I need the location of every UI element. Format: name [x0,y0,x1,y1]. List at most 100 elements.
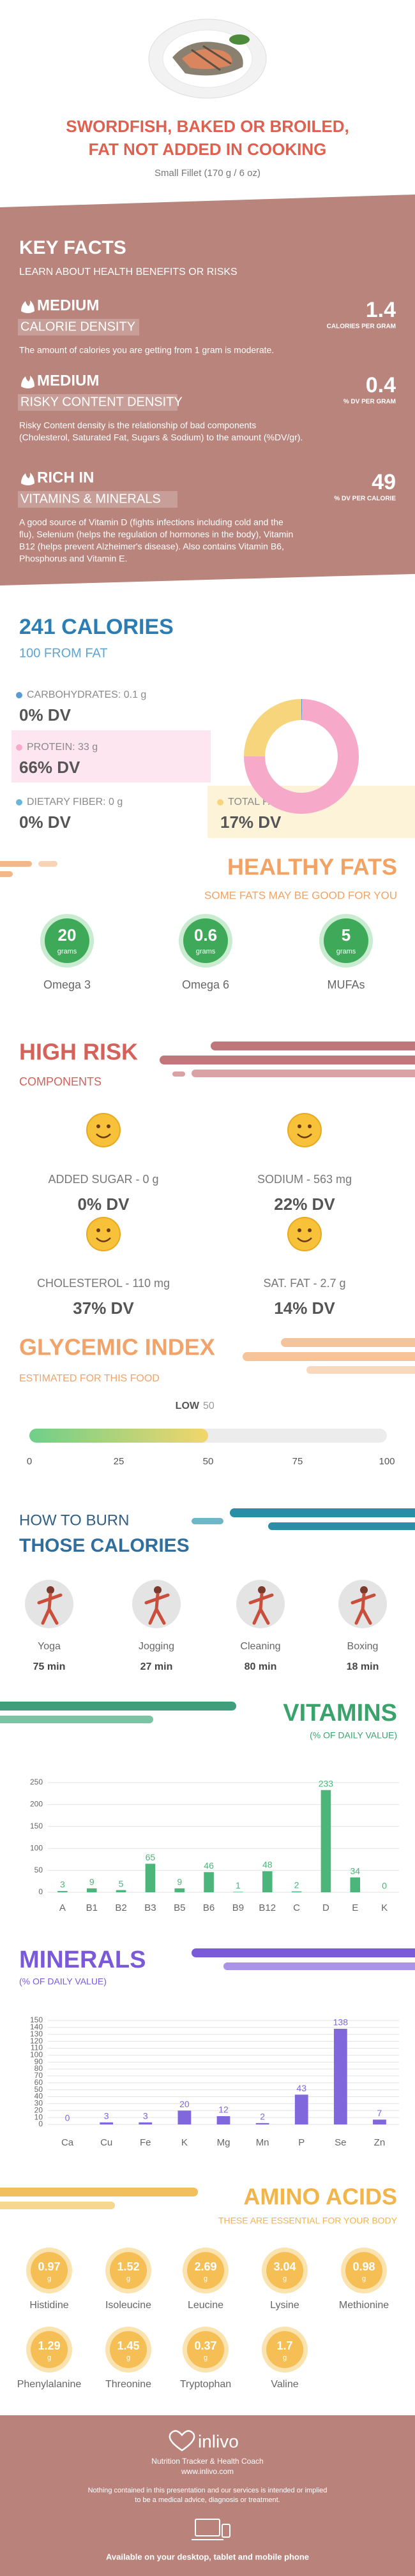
smiley-mouth [297,1237,312,1242]
amino-name: Phenylalanine [17,2379,82,2390]
activity-time: 18 min [347,1661,379,1672]
decor-stripes [192,1948,415,1970]
value-label: 20 [179,2099,190,2109]
value-label: 3 [60,1880,65,1890]
amino-circle [110,2331,147,2368]
fact-icon [21,473,34,485]
value-label: 48 [262,1860,273,1870]
x-tick-label: Fe [140,2137,151,2148]
x-tick-label: B3 [144,1903,156,1913]
risk-label: CHOLESTEROL - 110 mg [37,1277,170,1290]
y-tick-label: 110 [31,2043,43,2052]
bar [321,1790,331,1892]
nutrient-label: CARBOHYDRATES: 0.1 g [27,689,146,700]
y-tick-label: 20 [34,2105,43,2114]
fact-name-bg [18,491,177,508]
fat-unit: grams [196,948,216,955]
nutrient-bg [11,730,211,783]
value-label: 2 [260,2112,265,2122]
y-tick-label: 150 [30,2015,43,2024]
section-subtitle: COMPONENTS [19,1075,102,1088]
value-label: 7 [377,2108,382,2118]
legend-dot [217,799,223,806]
section-title: 241 CALORIES [19,615,174,639]
fact-icon [21,300,34,313]
section-subtitle: THESE ARE ESSENTIAL FOR YOUR BODY [218,2216,398,2226]
y-tick-label: 50 [34,1866,43,1874]
bar [294,2094,308,2124]
y-tick-label: 70 [34,2071,43,2080]
amino-value: 1.29 [38,2339,60,2352]
amino-unit: g [204,2275,207,2283]
legend-dot [16,692,22,698]
gi-level: LOW [176,1401,200,1411]
amino-circle [266,2331,303,2368]
value-label: 34 [350,1866,360,1876]
activity-time: 27 min [140,1661,173,1672]
x-tick-label: B2 [115,1903,126,1913]
fat-value: 0.6 [194,925,217,945]
amino-name: Methionine [339,2300,389,2311]
legend-dot [16,744,22,751]
smiley-mouth [297,1133,312,1138]
value-label: 65 [146,1852,156,1862]
x-tick-label: B12 [259,1903,276,1913]
fact-text: (Cholesterol, Saturated Fat, Sugars & So… [19,432,303,443]
value-label: 138 [333,2017,349,2028]
fact-name-bg [18,394,177,411]
bar [100,2122,114,2124]
bar [262,1871,273,1892]
smiley-eye [298,1228,301,1232]
x-tick-label: C [293,1903,300,1913]
fact-unit: % DV PER CALORIE [334,496,396,503]
section-subtitle: (% OF DAILY VALUE) [19,1976,107,1987]
bar [86,1888,97,1892]
amino-circle [31,2331,68,2368]
risk-label: SODIUM - 563 mg [257,1173,352,1186]
fat-value: 20 [58,925,77,945]
x-tick-label: Se [335,2137,346,2148]
section-title: GLYCEMIC INDEX [19,1334,215,1360]
logo-icon [169,2430,195,2452]
fact-text: Risky Content density is the relationshi… [19,420,256,431]
fact-text: A good source of Vitamin D (fights infec… [19,517,283,527]
risk-label: ADDED SUGAR - 0 g [48,1173,158,1186]
risk-dv: 37% DV [73,1299,134,1318]
y-tick-label: 0 [38,1887,43,1896]
smiley-eye [107,1228,110,1232]
value-label: 2 [294,1880,299,1890]
amino-circle [187,2331,224,2368]
bar [350,1877,361,1892]
value-label: 233 [319,1778,334,1788]
bar [174,1888,185,1892]
section-subtitle: LEARN ABOUT HEALTH BENEFITS OR RISKS [19,267,238,277]
x-tick-label: B6 [203,1903,215,1913]
smiley-eye [107,1124,110,1128]
amino-value: 0.97 [38,2260,60,2273]
smiley-eye [96,1228,100,1232]
smiley-eye [96,1124,100,1128]
x-tick-label: 75 [292,1456,303,1467]
nutrient-dv: 17% DV [220,813,282,832]
smiley [287,1113,322,1147]
availability: Available on your desktop, tablet and mo… [106,2552,309,2561]
value-label: 9 [89,1877,94,1887]
amino-circle [110,2252,147,2289]
bar [204,1872,214,1892]
nutrient-dv: 0% DV [19,705,72,725]
decor-stripes [0,861,57,877]
value-label: 46 [204,1860,214,1871]
section-subtitle: SOME FATS MAY BE GOOD FOR YOU [204,889,397,901]
value-label: 12 [218,2105,229,2115]
x-tick-label: Cu [100,2137,112,2148]
amino-circle [187,2252,224,2289]
amino-unit: g [126,2354,130,2362]
smiley [86,1113,121,1147]
y-tick-label: 120 [30,2036,43,2045]
fact-text: The amount of calories you are getting f… [19,345,274,355]
activity-figure [37,1593,63,1625]
value-label: 5 [119,1878,124,1888]
fact-name-bg [18,319,139,335]
x-tick-label: 50 [203,1456,214,1467]
